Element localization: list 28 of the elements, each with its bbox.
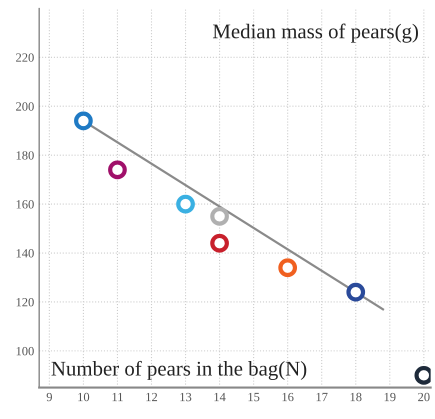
x-tick-label: 18 — [350, 392, 362, 402]
x-tick-label: 12 — [146, 392, 158, 402]
x-tick-label: 13 — [180, 392, 192, 402]
point — [346, 282, 366, 302]
y-tick-label: 100 — [16, 346, 34, 356]
x-tick-label: 14 — [214, 392, 226, 402]
x-tick-label: 17 — [316, 392, 328, 402]
y-tick-label: 120 — [16, 298, 34, 306]
x-tick-label: 16 — [282, 392, 294, 402]
point — [74, 112, 93, 130]
x-tick-label: 11 — [112, 392, 123, 402]
x-tick-label: 19 — [384, 392, 396, 402]
y-axis-title: Median mass of pears(g) — [212, 24, 418, 43]
x-tick-label: 9 — [46, 392, 52, 402]
x-tick-label: 10 — [78, 392, 90, 402]
x-axis-title: Number of pears in the bag(N) — [51, 360, 306, 380]
point — [176, 194, 195, 214]
point — [210, 234, 229, 253]
point — [210, 206, 229, 226]
y-tick-label: 160 — [16, 200, 34, 209]
point — [278, 258, 298, 278]
point — [108, 160, 127, 180]
y-tick-label: 140 — [16, 249, 34, 258]
x-tick-label: 20 — [418, 392, 430, 402]
y-tick-label: 220 — [16, 53, 34, 62]
y-tick-label: 200 — [16, 102, 34, 111]
y-tick-label: 180 — [16, 151, 34, 160]
x-tick-label: 15 — [248, 392, 260, 402]
